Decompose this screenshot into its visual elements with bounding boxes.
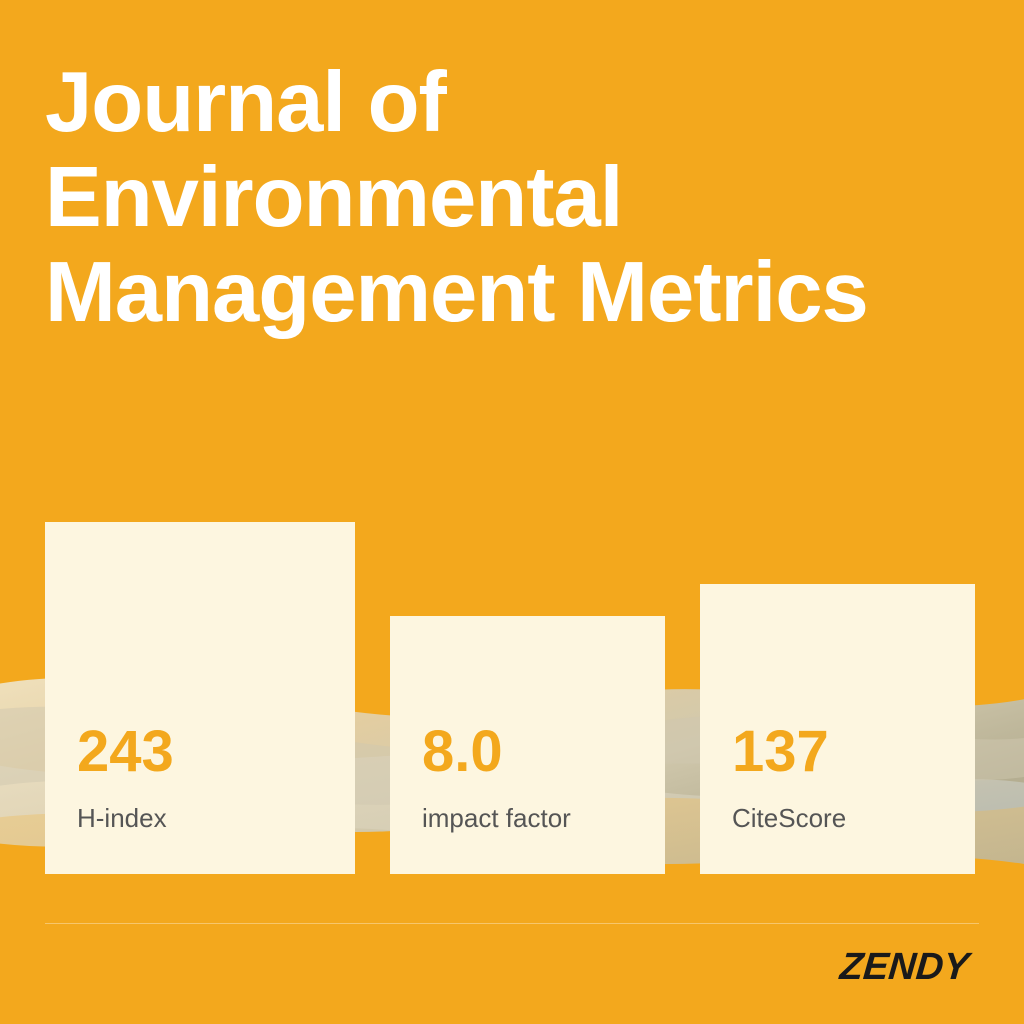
metric-label: impact factor: [422, 803, 633, 834]
brand-logo: ZENDY: [840, 946, 969, 989]
metric-card-citescore: 137 CiteScore: [700, 584, 975, 874]
metric-value: 8.0: [422, 718, 633, 785]
metrics-cards: 243 H-index 8.0 impact factor 137 CiteSc…: [45, 522, 979, 874]
metric-label: H-index: [77, 803, 323, 834]
page-title: Journal of Environmental Management Metr…: [45, 55, 979, 341]
logo-text: ZENDY: [838, 946, 971, 989]
metric-label: CiteScore: [732, 803, 943, 834]
metric-card-hindex: 243 H-index: [45, 522, 355, 874]
metric-value: 137: [732, 718, 943, 785]
divider-line: [45, 923, 979, 924]
metric-value: 243: [77, 718, 323, 785]
infographic-container: Journal of Environmental Management Metr…: [0, 0, 1024, 1024]
metric-card-impact-factor: 8.0 impact factor: [390, 616, 665, 874]
